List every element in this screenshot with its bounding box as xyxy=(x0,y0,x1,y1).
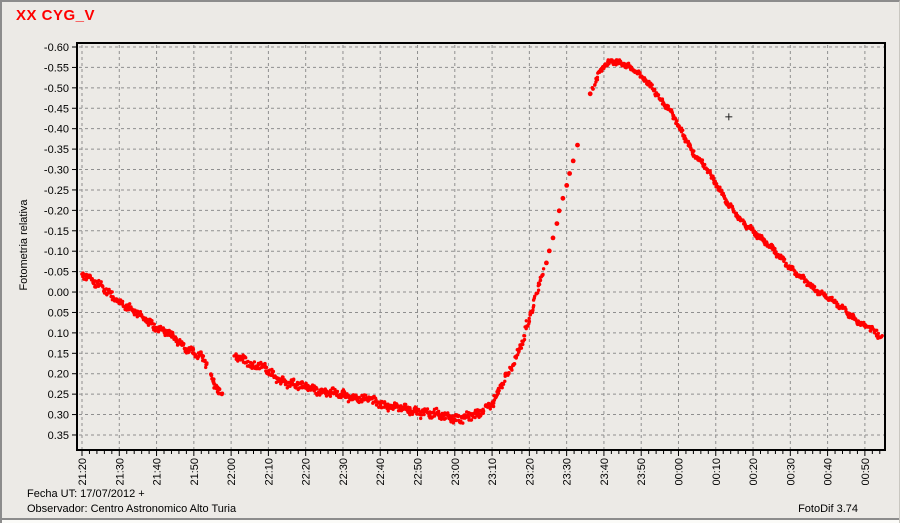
y-tick-label: -0.45 xyxy=(44,103,69,115)
x-tick-label: 22:20 xyxy=(301,458,313,485)
y-tick-label: -0.30 xyxy=(44,165,69,177)
y-tick-label: -0.20 xyxy=(44,205,69,217)
x-tick-label: 00:10 xyxy=(711,458,723,485)
y-tick-label: 0.00 xyxy=(48,287,69,299)
x-tick-label: 00:00 xyxy=(673,458,685,485)
y-tick-label: 0.30 xyxy=(48,410,69,422)
y-tick-label: -0.50 xyxy=(44,83,69,95)
x-tick-label: 22:10 xyxy=(263,458,275,485)
x-tick-label: 23:10 xyxy=(487,458,499,485)
y-tick-label: 0.25 xyxy=(48,389,69,401)
y-tick-label: 0.10 xyxy=(48,328,69,340)
x-tick-label: 23:00 xyxy=(450,458,462,485)
light-curve-chart: -0.60 -0.55 -0.50 -0.45 -0.40 -0.35 -0.30 -0.25… xyxy=(44,42,886,485)
y-tick-label: 0.05 xyxy=(48,307,69,319)
fecha-ut-label: Fecha UT: 17/07/2012 + xyxy=(27,488,145,500)
x-tick-label: 21:20 xyxy=(77,458,89,485)
x-tick-label: 23:50 xyxy=(636,458,648,485)
x-tick-label: 22:00 xyxy=(226,458,238,485)
x-tick-label: 21:30 xyxy=(114,458,126,485)
x-tick-label: 21:50 xyxy=(189,458,201,485)
observador-label: Observador: Centro Astronomico Alto Turi… xyxy=(27,503,237,515)
gridlines xyxy=(79,45,884,449)
x-tick-label: 22:40 xyxy=(375,458,387,485)
x-tick-label: 00:20 xyxy=(748,458,760,485)
y-tick-label: -0.40 xyxy=(44,124,69,136)
y-tick-label: -0.25 xyxy=(44,185,69,197)
y-tick-label: 0.15 xyxy=(48,348,69,360)
y-tick-label: -0.15 xyxy=(44,226,69,238)
y-tick-label: -0.05 xyxy=(44,267,69,279)
tick-labels: -0.60 -0.55 -0.50 -0.45 -0.40 -0.35 -0.30 -0.25… xyxy=(44,42,872,485)
y-tick-label: 0.20 xyxy=(48,369,69,381)
data-points xyxy=(80,58,884,425)
y-tick-label: 0.35 xyxy=(48,430,69,442)
plot-frame xyxy=(76,42,886,451)
x-tick-label: 23:40 xyxy=(599,458,611,485)
y-tick-label: -0.55 xyxy=(44,62,69,74)
x-tick-label: 22:30 xyxy=(338,458,350,485)
x-tick-label: 21:40 xyxy=(152,458,164,485)
y-tick-label: -0.10 xyxy=(44,246,69,258)
x-tick-label: 00:30 xyxy=(785,458,797,485)
chart-title: XX CYG_V xyxy=(16,7,96,24)
y-tick-label: -0.35 xyxy=(44,144,69,156)
axis-ticks xyxy=(72,46,881,456)
x-tick-label: 23:20 xyxy=(524,458,536,485)
y-tick-label: -0.60 xyxy=(44,42,69,54)
x-tick-label: 00:50 xyxy=(860,458,872,485)
software-version-label: FotoDif 3.74 xyxy=(798,503,858,515)
x-tick-label: 00:40 xyxy=(823,458,835,485)
x-tick-label: 23:30 xyxy=(562,458,574,485)
cursor-cross xyxy=(725,113,733,121)
x-tick-label: 22:50 xyxy=(413,458,425,485)
